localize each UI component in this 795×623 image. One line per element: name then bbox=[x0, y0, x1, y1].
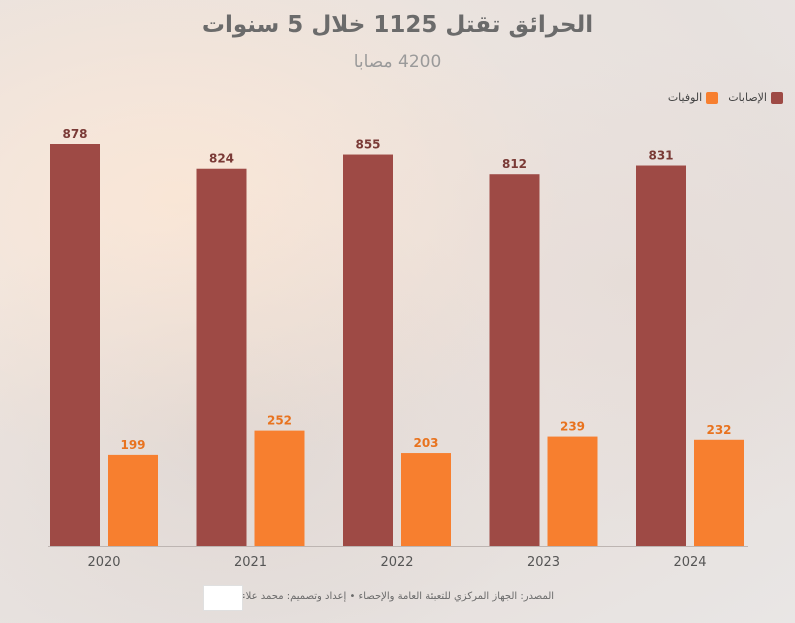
bar-deaths-2024 bbox=[694, 439, 744, 546]
bar-injuries-2024 bbox=[636, 165, 686, 547]
chart-subtitle: 4200 مصابا bbox=[353, 52, 442, 72]
x-tick-label-2020: 2020 bbox=[87, 555, 120, 570]
bar-deaths-2020 bbox=[108, 454, 158, 546]
legend-label-deaths: الوفيات bbox=[667, 91, 703, 104]
data-label-injuries-2020: 878 bbox=[62, 127, 87, 141]
data-label-deaths-2021: 252 bbox=[267, 414, 292, 428]
bar-deaths-2021 bbox=[254, 430, 305, 546]
legend-label-injuries: الإصابات bbox=[728, 91, 767, 104]
x-tick-label-2021: 2021 bbox=[234, 555, 267, 570]
data-label-injuries-2022: 855 bbox=[355, 138, 380, 152]
data-label-injuries-2021: 824 bbox=[209, 152, 234, 166]
bar-injuries-2020 bbox=[50, 144, 100, 546]
x-tick-label-2023: 2023 bbox=[527, 555, 560, 570]
data-label-deaths-2024: 232 bbox=[706, 423, 731, 437]
data-label-deaths-2023: 239 bbox=[560, 420, 585, 434]
legend: الإصابات الوفيات bbox=[668, 91, 783, 104]
bar-injuries-2021 bbox=[196, 168, 247, 547]
bar-injuries-2023 bbox=[489, 174, 540, 546]
data-label-deaths-2020: 199 bbox=[120, 438, 145, 452]
source-credit: المصدر: الجهاز المركزي للتعبئة العامة وا… bbox=[240, 591, 555, 602]
data-label-injuries-2023: 812 bbox=[502, 157, 527, 171]
data-label-injuries-2024: 831 bbox=[648, 149, 673, 163]
bar-deaths-2022 bbox=[401, 453, 451, 546]
chart-title: الحرائق تقتل 1125 خلال 5 سنوات bbox=[201, 12, 594, 38]
legend-item-injuries: الإصابات bbox=[728, 91, 783, 104]
x-tick-label-2022: 2022 bbox=[380, 555, 413, 570]
legend-swatch-injuries bbox=[771, 91, 783, 104]
bar-deaths-2023 bbox=[547, 436, 598, 546]
bar-injuries-2022 bbox=[343, 154, 393, 546]
x-tick-label-2024: 2024 bbox=[673, 555, 706, 570]
publisher-logo bbox=[203, 585, 243, 611]
legend-item-deaths: الوفيات bbox=[667, 91, 719, 104]
legend-swatch-deaths bbox=[706, 91, 719, 104]
data-label-deaths-2022: 203 bbox=[413, 436, 438, 450]
